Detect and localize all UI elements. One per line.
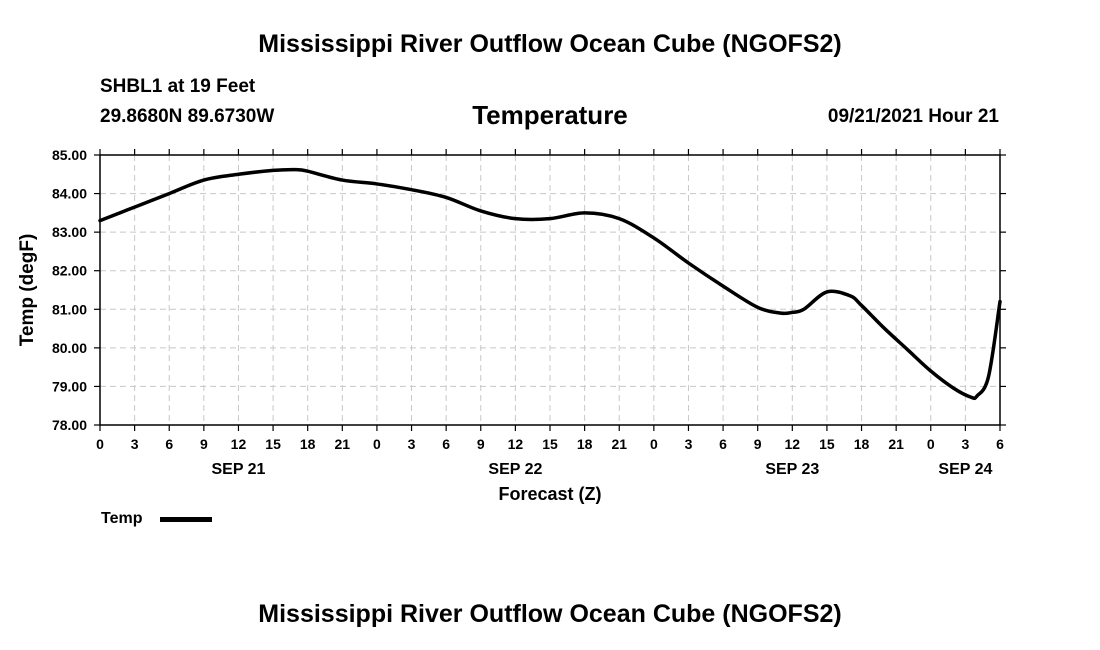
x-tick-label: 21 [335,436,351,452]
x-tick-label: 3 [131,436,139,452]
x-tick-label: 0 [373,436,381,452]
variable-title: Temperature [472,100,628,130]
x-tick-label: 15 [819,436,835,452]
x-tick-label: 12 [508,436,524,452]
date-label: SEP 21 [211,461,265,478]
forecast-datetime: 09/21/2021 Hour 21 [827,106,999,127]
y-axis: 78.00 79.00 80.00 81.00 82.00 83.00 84.00 85.00 [52,147,1006,433]
x-tick-label: 9 [754,436,762,452]
x-tick-label: 3 [961,436,969,452]
y-tick-label: 81.00 [52,301,87,317]
x-tick-label: 3 [685,436,693,452]
y-tick-label: 84.00 [52,186,87,202]
x-axis: 0 3 6 9 12 15 18 21 0 3 6 9 12 15 18 21 0 3 6 9 12 15 18 21 0 3 6 [96,149,1004,452]
x-tick-label: 15 [542,436,558,452]
y-tick-label: 85.00 [52,147,87,163]
chart-title: Mississippi River Outflow Ocean Cube (NG… [258,30,842,58]
x-tick-label: 9 [200,436,208,452]
y-tick-label: 80.00 [52,340,87,356]
date-label: SEP 23 [765,461,819,478]
x-tick-label: 0 [927,436,935,452]
x-tick-label: 12 [785,436,801,452]
y-tick-label: 83.00 [52,224,87,240]
station-label: SHBL1 at 19 Feet [100,76,256,97]
footer-title: Mississippi River Outflow Ocean Cube (NG… [258,600,842,628]
y-tick-label: 78.00 [52,417,87,433]
x-tick-label: 0 [96,436,104,452]
x-tick-label: 12 [231,436,247,452]
date-labels: SEP 21 SEP 22 SEP 23 SEP 24 [211,461,992,478]
x-tick-label: 18 [300,436,316,452]
station-coords: 29.8680N 89.6730W [100,106,275,127]
y-tick-label: 82.00 [52,263,87,279]
x-tick-label: 21 [611,436,627,452]
x-tick-label: 6 [165,436,173,452]
x-tick-label: 3 [408,436,416,452]
x-axis-label: Forecast (Z) [498,484,601,504]
date-label: SEP 24 [938,461,992,478]
temp-series-line [98,167,1002,401]
y-tick-label: 79.00 [52,378,87,394]
y-axis-label: Temp (degF) [17,234,38,347]
temperature-chart: 78.00 79.00 80.00 81.00 82.00 83.00 84.00 85.00… [17,147,1006,504]
date-label: SEP 22 [488,461,542,478]
x-tick-label: 18 [577,436,593,452]
x-tick-label: 6 [996,436,1004,452]
grid-lines [99,154,1001,426]
x-tick-label: 6 [442,436,450,452]
x-tick-label: 18 [854,436,870,452]
x-tick-label: 15 [265,436,281,452]
x-tick-label: 21 [888,436,904,452]
x-tick-label: 6 [719,436,727,452]
legend-label: Temp [101,510,143,527]
legend-swatch [160,517,212,522]
x-tick-label: 0 [650,436,658,452]
x-tick-label: 9 [477,436,485,452]
